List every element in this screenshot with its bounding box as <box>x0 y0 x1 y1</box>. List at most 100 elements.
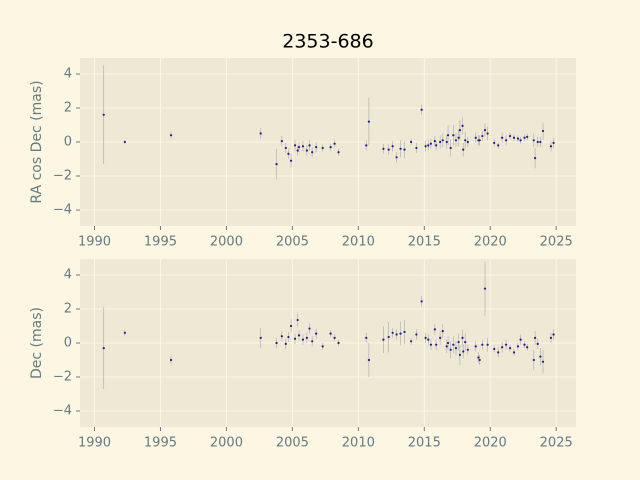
point <box>311 340 314 343</box>
point <box>427 338 430 341</box>
point <box>449 348 452 351</box>
point <box>549 336 553 339</box>
point <box>169 358 173 362</box>
point <box>439 140 442 144</box>
point <box>420 108 423 111</box>
point <box>424 145 427 148</box>
y-tick-label: 2 <box>64 301 72 316</box>
point <box>534 336 537 339</box>
point <box>536 342 539 345</box>
point <box>280 335 283 338</box>
point <box>486 132 489 135</box>
point <box>321 345 324 348</box>
y-tick-label: 4 <box>64 66 72 81</box>
point <box>552 141 555 144</box>
point <box>123 331 126 334</box>
point <box>478 139 481 142</box>
point <box>296 149 299 152</box>
point <box>512 136 516 139</box>
point <box>305 149 308 152</box>
x-tick-label: 1995 <box>144 235 177 250</box>
point <box>526 135 529 138</box>
point <box>483 287 487 290</box>
point <box>433 140 436 143</box>
point <box>395 333 398 336</box>
point <box>461 336 464 339</box>
point <box>301 338 305 341</box>
point <box>297 334 301 337</box>
y-tick-label: 4 <box>64 267 72 282</box>
point <box>287 152 290 156</box>
point <box>441 139 444 142</box>
y-tick-label: −4 <box>53 404 72 419</box>
point <box>429 142 432 145</box>
point <box>526 346 529 349</box>
point <box>493 347 496 351</box>
point <box>435 144 438 147</box>
point <box>424 336 427 339</box>
point <box>532 139 535 142</box>
x-tick-label: 2005 <box>276 235 309 250</box>
point <box>275 163 278 166</box>
point <box>439 336 442 339</box>
x-tick-label: 2020 <box>474 235 507 250</box>
x-tick-label: 2005 <box>276 436 309 451</box>
point <box>259 336 262 339</box>
point <box>462 148 465 151</box>
point <box>365 144 368 147</box>
point <box>337 151 340 154</box>
point <box>280 140 283 143</box>
point <box>539 355 542 358</box>
x-tick-label: 2000 <box>210 436 243 451</box>
point <box>504 139 508 142</box>
point <box>497 351 500 354</box>
point <box>519 338 522 341</box>
point <box>410 140 413 144</box>
point <box>391 331 394 334</box>
point <box>534 157 537 160</box>
point <box>293 337 297 340</box>
point <box>367 120 370 123</box>
point <box>284 342 287 345</box>
point <box>301 145 305 148</box>
x-tick-label: 2015 <box>408 235 441 250</box>
x-tick-label: 2010 <box>342 436 375 451</box>
point <box>308 327 311 330</box>
point <box>458 128 462 132</box>
point <box>102 347 105 350</box>
point <box>458 353 462 357</box>
point <box>457 341 460 344</box>
point <box>403 330 406 334</box>
point <box>275 341 278 345</box>
x-tick-label: 2000 <box>210 235 243 250</box>
point <box>391 145 394 148</box>
point <box>329 146 332 149</box>
point <box>516 345 520 348</box>
point <box>454 139 458 142</box>
point <box>367 358 370 362</box>
point <box>284 146 287 150</box>
point <box>403 148 406 151</box>
point <box>464 139 467 142</box>
point <box>337 341 340 345</box>
point <box>329 332 332 335</box>
y-tick-label: −2 <box>53 169 72 184</box>
point <box>461 124 464 127</box>
point <box>287 335 290 339</box>
point <box>512 351 516 354</box>
point <box>516 137 520 140</box>
point <box>305 336 308 339</box>
y-tick-label: 2 <box>64 100 72 115</box>
point <box>382 338 385 341</box>
point <box>466 348 469 351</box>
point <box>445 140 448 144</box>
y-tick-label: 0 <box>64 135 72 150</box>
x-tick-label: 1990 <box>78 235 111 250</box>
point <box>415 146 418 150</box>
x-tick-label: 2020 <box>474 436 507 451</box>
point <box>483 128 487 132</box>
point <box>395 156 398 159</box>
point <box>552 333 555 336</box>
point <box>308 144 311 147</box>
